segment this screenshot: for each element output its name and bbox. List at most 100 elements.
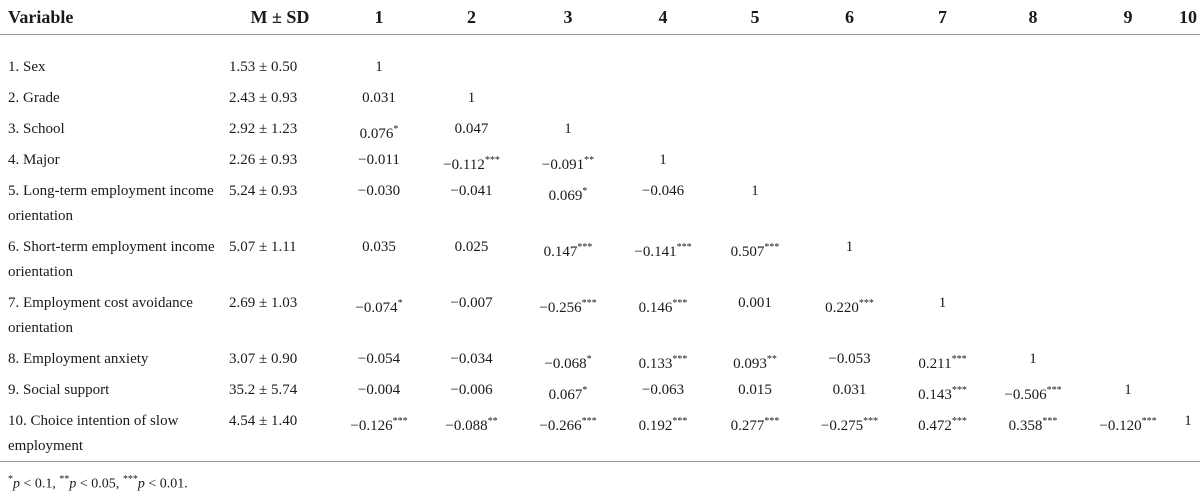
correlation-cell: 0.035: [362, 239, 396, 255]
correlation-cell: 0.507***: [730, 242, 780, 260]
correlation-cell: 1: [1029, 351, 1037, 367]
correlation-cell: −0.141***: [634, 242, 692, 260]
correlation-cell: 1: [751, 183, 759, 199]
correlation-cell: [899, 148, 986, 179]
significance-stars: *: [586, 354, 592, 365]
variable-label: 2. Grade: [8, 90, 60, 106]
significance-stars: ***: [392, 416, 408, 427]
variable-label: 6. Short-term employment income orientat…: [8, 239, 215, 280]
variable-label: 7. Employment cost avoidance orientation: [8, 295, 193, 336]
correlation-cell: −0.007: [450, 295, 493, 311]
significance-stars: ***: [1046, 385, 1062, 396]
header-cell: M ± SD: [225, 0, 335, 35]
correlation-cell: −0.004: [357, 382, 401, 398]
correlation-cell: 1: [845, 239, 854, 255]
correlation-cell: −0.030: [357, 183, 401, 199]
significance-stars: ***: [672, 354, 688, 365]
significance-stars: ***: [577, 242, 593, 253]
header-cell: 7: [899, 0, 986, 35]
variable-label: 4. Major: [8, 152, 60, 168]
correlation-cell: 0.147***: [543, 242, 593, 260]
correlation-cell: [1176, 378, 1200, 409]
significance-stars: ***: [863, 416, 879, 427]
correlation-cell: [800, 35, 899, 87]
correlation-cell: [1080, 347, 1176, 378]
correlation-cell: 1: [564, 121, 572, 137]
correlation-cell: [710, 148, 800, 179]
table-row: 4. Major 2.26 ± 0.93 −0.011 −0.112*** −0.091…: [0, 148, 1200, 179]
correlation-cell: 1: [1176, 409, 1200, 462]
correlation-cell: [986, 86, 1080, 117]
correlation-cell: −0.041: [450, 183, 493, 199]
correlation-cell: [710, 117, 800, 148]
correlation-cell: [1080, 117, 1176, 148]
correlation-cell: 0.069*: [548, 186, 588, 204]
correlation-cell: 1: [659, 152, 667, 168]
correlation-cell: −0.006: [450, 382, 493, 398]
table-row: 7. Employment cost avoidance orientation…: [0, 291, 1200, 347]
correlation-cell: −0.074*: [355, 298, 403, 316]
correlation-cell: [800, 117, 899, 148]
correlation-cell: 0.192***: [616, 409, 710, 462]
significance-stars: ***: [581, 298, 597, 309]
header-cell: 9: [1080, 0, 1176, 35]
correlation-cell: 0.047: [454, 121, 489, 137]
correlation-cell: 0.093**: [733, 354, 777, 372]
correlation-cell: 1: [938, 295, 947, 311]
correlation-cell: −0.126***: [335, 409, 423, 462]
significance-stars: **: [487, 416, 498, 427]
correlation-cell: [899, 117, 986, 148]
correlation-cell: 0.067*: [548, 385, 588, 403]
header-cell: 1: [335, 0, 423, 35]
correlation-cell: 0.015: [738, 382, 772, 398]
correlation-cell: [616, 117, 710, 148]
significance-stars: ***: [484, 155, 500, 166]
significance-stars: *: [397, 298, 403, 309]
correlation-cell: [616, 35, 710, 87]
table-row: 5. Long-term employment income orientati…: [0, 179, 1200, 235]
header-cell: 2: [423, 0, 520, 35]
correlation-cell: 0.220***: [825, 298, 874, 316]
table-row: 2. Grade 2.43 ± 0.93 0.031 1: [0, 86, 1200, 117]
mean-sd-cell: 2.26 ± 0.93: [229, 152, 298, 168]
header-cell: 8: [986, 0, 1080, 35]
table-header-row: Variable M ± SD 1 2 3 4 5 6 7 8 9 10: [0, 0, 1200, 35]
correlation-cell: [1080, 291, 1176, 347]
correlation-cell: −0.063: [641, 382, 685, 398]
correlation-cell: −0.275***: [800, 409, 899, 462]
correlation-cell: −0.112***: [443, 155, 500, 173]
correlation-cell: −0.256***: [539, 298, 597, 316]
correlation-cell: [986, 235, 1080, 291]
header-cell: 5: [710, 0, 800, 35]
significance-stars: *: [393, 124, 399, 135]
correlation-cell: −0.034: [450, 351, 493, 367]
correlation-cell: [1080, 86, 1176, 117]
correlation-cell: [899, 86, 986, 117]
significance-stars: ***: [951, 354, 967, 365]
correlation-cell: [986, 179, 1080, 235]
mean-sd-cell: 1.53 ± 0.50: [229, 59, 298, 75]
correlation-cell: [1176, 86, 1200, 117]
correlation-table: Variable M ± SD 1 2 3 4 5 6 7 8 9 10 1. …: [0, 0, 1200, 462]
significance-stars: **: [584, 155, 595, 166]
correlation-cell: −0.054: [357, 351, 401, 367]
correlation-cell: [520, 35, 616, 87]
correlation-cell: [899, 35, 986, 87]
mean-sd-cell: 2.92 ± 1.23: [229, 121, 298, 137]
correlation-cell: [986, 117, 1080, 148]
correlation-cell: [1080, 235, 1176, 291]
variable-label: 3. School: [8, 121, 65, 137]
mean-sd-cell: 35.2 ± 5.74: [229, 382, 298, 398]
correlation-cell: [800, 179, 899, 235]
correlation-cell: −0.088**: [423, 409, 520, 462]
correlation-cell: 0.358***: [986, 409, 1080, 462]
significance-stars: ***: [858, 298, 874, 309]
correlation-cell: [1176, 347, 1200, 378]
correlation-cell: −0.266***: [520, 409, 616, 462]
correlation-cell: [423, 35, 520, 87]
correlation-cell: 0.001: [738, 295, 772, 311]
correlation-cell: [800, 148, 899, 179]
variable-label: 9. Social support: [8, 382, 110, 398]
header-cell: Variable: [0, 0, 225, 35]
correlation-cell: 0.472***: [899, 409, 986, 462]
